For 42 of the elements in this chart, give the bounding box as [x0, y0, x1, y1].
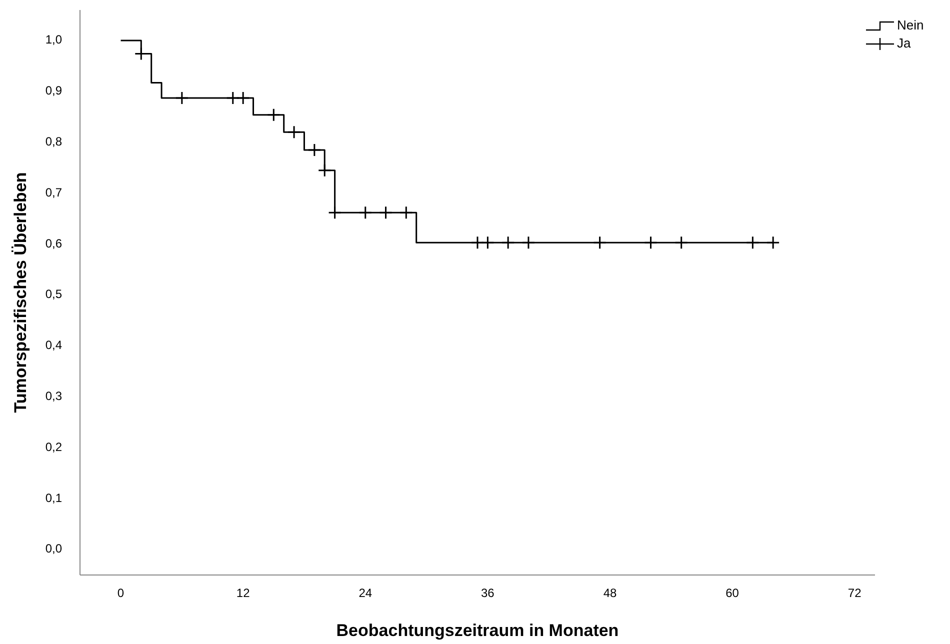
- point: [379, 206, 393, 220]
- y-tick-label: 0,2: [45, 440, 62, 454]
- point: [746, 236, 760, 250]
- y-tick-label: 0,6: [45, 236, 62, 250]
- point: [766, 236, 780, 250]
- y-tick-label: 0,1: [45, 490, 62, 505]
- point: [480, 236, 494, 250]
- point: [674, 236, 688, 250]
- x-tick-label: 60: [726, 586, 740, 600]
- legend-label: Ja: [897, 35, 912, 50]
- legend-label: Nein: [897, 17, 924, 32]
- x-tick-label: 24: [358, 586, 372, 600]
- y-tick-label: 0,9: [45, 84, 62, 98]
- y-axis-title: Tumorspezifisches Überleben: [11, 172, 30, 413]
- point: [226, 91, 240, 105]
- point: [328, 206, 342, 220]
- point: [399, 206, 413, 220]
- point: [522, 236, 536, 250]
- y-tick-label: 0,4: [45, 338, 62, 352]
- point: [358, 206, 372, 220]
- point: [308, 143, 322, 157]
- point: [501, 236, 515, 250]
- x-tick-label: 48: [603, 586, 617, 600]
- x-tick-label: 72: [848, 586, 862, 600]
- x-tick-label: 36: [481, 586, 495, 600]
- point: [593, 236, 607, 250]
- x-tick-label: 12: [236, 586, 250, 600]
- point: [266, 108, 280, 122]
- y-tick-label: 0,7: [45, 185, 62, 200]
- point: [175, 91, 189, 105]
- y-tick-label: 0,8: [45, 134, 62, 149]
- point: [644, 236, 658, 250]
- point: [318, 164, 332, 178]
- point: [287, 125, 301, 139]
- y-tick-label: 0,5: [45, 287, 62, 302]
- point: [236, 91, 250, 105]
- x-tick-label: 0: [117, 586, 124, 600]
- y-tick-label: 0,3: [45, 389, 62, 404]
- x-axis-title: Beobachtungszeitraum in Monaten: [336, 621, 619, 640]
- y-tick-label: 0,0: [45, 542, 62, 556]
- y-tick-label: 1,0: [45, 32, 62, 47]
- point: [470, 236, 484, 250]
